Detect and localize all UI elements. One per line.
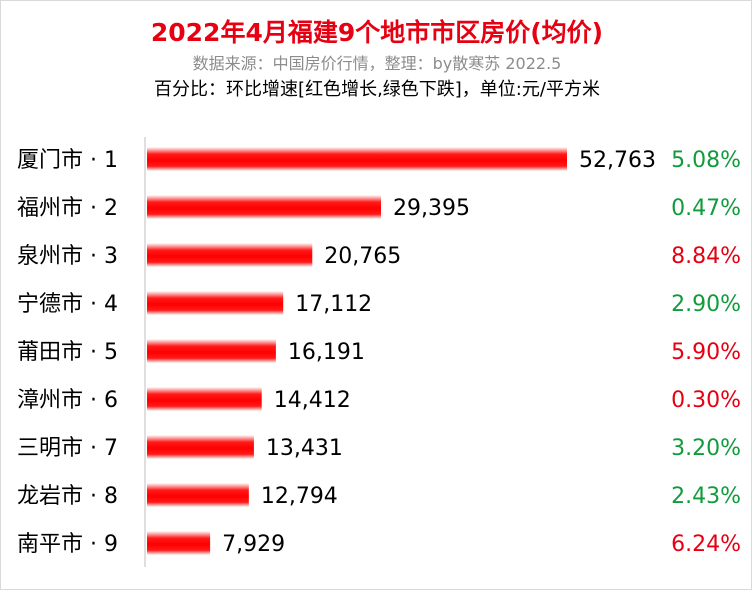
bar [147, 435, 254, 459]
value-label: 16,191 [288, 340, 365, 365]
category-label: 厦门市 · 1 [17, 148, 118, 173]
category-label: 漳州市 · 6 [17, 388, 118, 413]
value-label: 20,765 [324, 244, 401, 269]
category-label: 三明市 · 7 [17, 436, 118, 461]
chart-note: 百分比：环比增速[红色增长,绿色下跌]，单位:元/平方米 [154, 79, 600, 100]
bar [147, 243, 313, 267]
category-label: 福州市 · 2 [17, 196, 118, 221]
change-label: 0.30% [671, 388, 741, 413]
bar [147, 147, 567, 171]
category-label: 南平市 · 9 [17, 532, 118, 557]
value-label: 52,763 [579, 148, 656, 173]
category-label: 宁德市 · 4 [17, 292, 118, 317]
chart-subtitle: 数据来源：中国房价行情，整理：by散寒苏 2022.5 [192, 54, 562, 73]
bar [147, 195, 381, 219]
bar [147, 291, 284, 315]
value-label: 13,431 [266, 436, 343, 461]
change-label: 6.24% [671, 532, 741, 557]
value-label: 7,929 [222, 532, 285, 557]
value-label: 17,112 [295, 292, 372, 317]
change-label: 5.90% [671, 340, 741, 365]
value-label: 12,794 [261, 484, 338, 509]
change-label: 0.47% [671, 196, 741, 221]
value-label: 14,412 [274, 388, 351, 413]
change-label: 2.90% [671, 292, 741, 317]
value-label: 29,395 [393, 196, 470, 221]
change-label: 5.08% [671, 148, 741, 173]
bar [147, 483, 249, 507]
category-label: 泉州市 · 3 [17, 244, 118, 269]
bar [147, 531, 211, 555]
change-label: 3.20% [671, 436, 741, 461]
change-label: 2.43% [671, 484, 741, 509]
category-label: 龙岩市 · 8 [17, 484, 118, 509]
category-label: 莆田市 · 5 [17, 340, 118, 365]
bar [147, 339, 276, 363]
change-label: 8.84% [671, 244, 741, 269]
chart-title: 2022年4月福建9个地市市区房价(均价) [150, 18, 604, 47]
bar [147, 387, 262, 411]
